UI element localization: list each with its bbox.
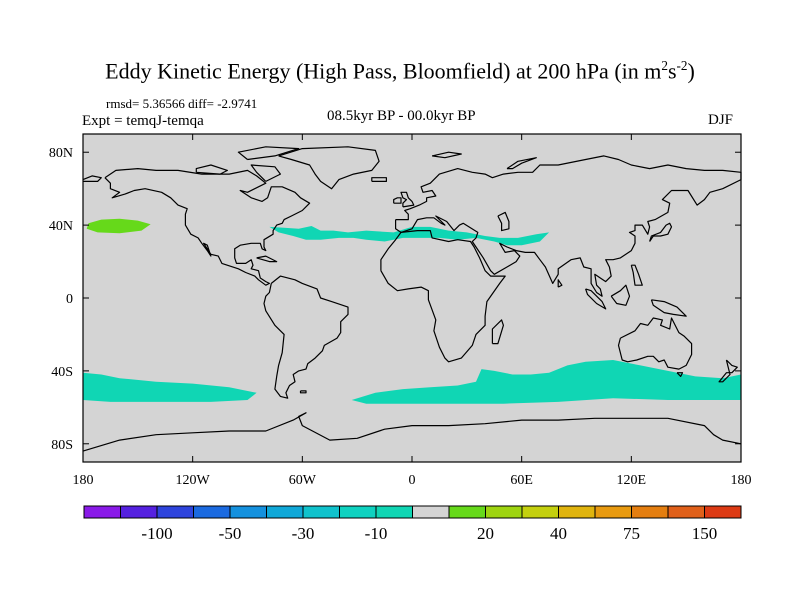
colorbar-box [229,505,267,519]
colorbar-box [667,505,705,519]
title-s: s [667,58,677,84]
coastline-baffin [250,164,281,182]
colorbar-box [631,505,669,519]
y-tick-label: 40N [49,219,73,234]
coastline-antarctica [82,412,742,452]
coastline-africa [380,230,506,363]
x-tick-label: 60W [289,473,317,488]
coastline-iceland [371,177,387,182]
coastline-north-america [104,168,311,286]
coastline-australia [617,317,693,370]
colorbar-box [302,505,340,519]
colorbar-box [266,505,304,519]
coastline-madagascar [491,319,504,345]
coastline-novaya-zemlya [506,157,537,170]
x-tick-label: 180 [731,473,752,488]
season-label: DJF [708,112,734,128]
coastline-falklands [299,390,307,394]
coastline-eurasia [395,155,742,297]
colorbar-label: -10 [365,524,388,543]
colorbar-box [339,505,377,519]
colorbar-boxes [83,505,742,519]
coastline-greenland [278,146,380,190]
coastline-caspian [497,211,510,232]
colorbar-box [156,505,194,519]
coastline-victoria-island [195,164,228,175]
colorbar-box [375,505,413,519]
x-tick-label: 0 [409,473,416,488]
title-s-exponent: -2 [676,58,688,73]
colorbar-label: 75 [623,524,640,543]
x-tick-label: 120W [176,473,211,488]
colorbar-box [120,505,158,519]
colorbar-label: -30 [292,524,315,543]
coastline-japan [649,222,673,242]
colorbar-box [448,505,486,519]
x-tick-label: 60E [510,473,533,488]
coastline-new-zealand [718,359,738,383]
x-tick-label: 120E [617,473,647,488]
region-atlantic-africa-negative [269,226,550,246]
coastline-ellesmere [237,146,300,161]
colorbar-box [193,505,231,519]
colorbar-label: 40 [550,524,567,543]
colorbar-box [412,505,450,519]
coastlines [82,146,742,452]
x-axis: 180 120W 60W 0 60E 120E 180 [73,134,752,488]
y-tick-label: 0 [66,292,73,307]
colorbar-box [704,505,742,519]
colorbar-label: 20 [477,524,494,543]
coastline-sumatra [585,288,607,310]
colorbar-box [521,505,559,519]
colorbar-labels: -100 -50 -30 -10 20 40 75 150 [141,524,717,543]
coastline-cuba [256,255,278,263]
y-tick-label: 80S [51,438,73,453]
coastline-britain [400,191,415,208]
experiment-label: Expt = temqJ-temqa [82,113,204,129]
colorbar-box [485,505,523,519]
y-axis: 80N 40N 0 40S 80S [49,146,741,453]
coastline-chukotka [82,175,102,182]
coastline-tasmania [676,372,684,377]
title-text: Eddy Kinetic Energy (High Pass, Bloomfie… [105,58,662,84]
coastline-borneo [610,284,631,306]
region-southern-indian-negative [351,360,741,404]
colorbar-label: -50 [219,524,242,543]
region-north-pacific-positive [86,218,151,234]
x-tick-label: 180 [73,473,94,488]
title-m-exponent: 2 [661,58,668,73]
y-tick-label: 80N [49,146,73,161]
region-south-pacific-negative [83,372,257,402]
colorbar-label: -100 [141,524,172,543]
stats-label: rmsd= 5.36566 diff= -2.9741 [106,96,258,111]
colorbar-label: 150 [692,524,718,543]
colorbar-box [83,505,121,519]
title-close: ) [687,58,695,84]
colorbar-box [558,505,596,519]
colorbar-box [594,505,632,519]
coastline-sri-lanka [557,279,563,288]
y-tick-label: 40S [51,365,73,380]
coastline-svalbard [431,151,462,159]
anomaly-regions [83,218,741,404]
coastline-ireland [393,197,402,204]
map-background [83,134,741,462]
coastline-south-america [263,275,349,399]
coastline-new-guinea [650,299,687,317]
coastline-philippines [630,264,643,286]
period-label: 08.5kyr BP - 00.0kyr BP [327,108,476,124]
chart-title: Eddy Kinetic Energy (High Pass, Bloomfie… [0,58,800,84]
